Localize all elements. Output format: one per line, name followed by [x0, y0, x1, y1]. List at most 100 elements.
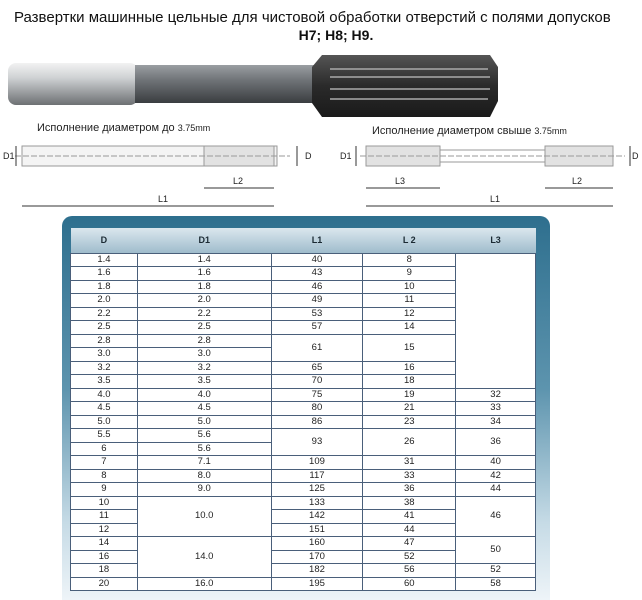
table-row: 2.5 2.5 57 14 — [70, 320, 536, 335]
table-cell: 1.4 — [70, 252, 138, 267]
table-row: 2.0 2.0 49 11 — [70, 293, 536, 308]
table-row: 7 7.1 109 31 40 — [70, 455, 536, 470]
table-cell: 9 — [362, 266, 457, 281]
table-cell: 1.8 — [70, 279, 138, 294]
table-row: 18 182 56 52 — [70, 563, 536, 578]
table-cell: 75 — [270, 387, 364, 402]
table-cell: 4.5 — [70, 401, 138, 416]
table-cell: 2.8 — [70, 333, 138, 348]
caption-large-diameter: Исполнение диаметром свыше 3.75mm — [372, 125, 567, 137]
table-cell: 19 — [362, 387, 457, 402]
reamer-image — [8, 55, 498, 117]
table-cell: 4.5 — [136, 401, 272, 416]
table-cell: 1.4 — [136, 252, 272, 267]
label-d-right: D — [632, 151, 639, 161]
table-cell: 18 — [70, 563, 138, 578]
table-cell: 31 — [362, 455, 457, 470]
label-l1-right: L1 — [490, 194, 500, 204]
table-cell: 8.0 — [136, 468, 272, 483]
table-cell: 3.5 — [136, 374, 272, 389]
table-row: 6 5.6 — [70, 441, 536, 456]
table-row: 8 8.0 117 33 42 — [70, 468, 536, 483]
table-cell: 80 — [270, 401, 364, 416]
table-cell: 9.0 — [136, 482, 272, 497]
column-header: L1 — [271, 228, 363, 253]
table-cell: 12 — [70, 522, 138, 537]
table-cell: 40 — [455, 455, 536, 470]
table-cell: 14 — [70, 536, 138, 551]
table-cell: 61 — [270, 333, 364, 362]
label-l2-right: L2 — [572, 176, 582, 186]
table-cell: 33 — [455, 401, 536, 416]
table-cell: 58 — [455, 576, 536, 591]
table-cell: 3.2 — [136, 360, 272, 375]
table-cell: 1.6 — [136, 266, 272, 281]
table-cell: 36 — [362, 482, 457, 497]
table-cell: 3.0 — [136, 347, 272, 362]
table-cell: 133 — [270, 495, 364, 510]
label-d1-right: D1 — [340, 151, 352, 161]
table-cell: 53 — [270, 306, 364, 321]
label-l2-left: L2 — [233, 176, 243, 186]
table-cell: 125 — [270, 482, 364, 497]
table-cell: 47 — [362, 536, 457, 551]
dimensions-table: D D1 L1 L 2 L3 1.4 1.4 40 8 1.6 1.6 43 9 1.8 1.8 46 10 2… — [70, 228, 536, 591]
label-d1-left: D1 — [3, 151, 15, 161]
label-d-left: D — [305, 151, 312, 161]
table-cell: 46 — [455, 495, 536, 537]
table-cell — [455, 252, 536, 389]
table-cell: 65 — [270, 360, 364, 375]
table-row: 2.2 2.2 53 12 — [70, 306, 536, 321]
table-row: 3.0 3.0 — [70, 347, 536, 362]
table-cell: 57 — [270, 320, 364, 335]
table-row: 5.0 5.0 86 23 34 — [70, 414, 536, 429]
table-cell: 5.0 — [136, 414, 272, 429]
table-cell: 14 — [362, 320, 457, 335]
table-cell: 5.0 — [70, 414, 138, 429]
table-cell: 11 — [362, 293, 457, 308]
table-cell: 2.8 — [136, 333, 272, 348]
table-cell: 38 — [362, 495, 457, 510]
table-cell: 160 — [270, 536, 364, 551]
table-cell: 3.2 — [70, 360, 138, 375]
table-cell: 2.2 — [136, 306, 272, 321]
table-cell: 195 — [270, 576, 364, 591]
table-cell: 1.8 — [136, 279, 272, 294]
table-cell: 15 — [362, 333, 457, 362]
table-cell: 60 — [362, 576, 457, 591]
label-l1-left: L1 — [158, 194, 168, 204]
table-cell: 44 — [455, 482, 536, 497]
table-cell: 2.0 — [136, 293, 272, 308]
table-cell: 9 — [70, 482, 138, 497]
table-cell: 170 — [270, 549, 364, 564]
column-header: D — [70, 228, 138, 253]
table-cell: 7.1 — [136, 455, 272, 470]
table-cell: 52 — [455, 563, 536, 578]
table-cell: 8 — [362, 252, 457, 267]
page-title: Развертки машинные цельные для чистовой … — [14, 9, 611, 26]
table-cell: 151 — [270, 522, 364, 537]
table-cell: 20 — [70, 576, 138, 591]
table-cell: 2.2 — [70, 306, 138, 321]
table-cell: 11 — [70, 509, 138, 524]
table-cell: 7 — [70, 455, 138, 470]
table-cell: 43 — [270, 266, 364, 281]
table-row: 10 10.0 133 38 46 — [70, 495, 536, 537]
table-cell: 56 — [362, 563, 457, 578]
table-cell: 33 — [362, 468, 457, 483]
table-row: 5.5 5.6 93 26 36 — [70, 428, 536, 456]
table-cell: 6 — [70, 441, 138, 456]
table-cell: 10 — [70, 495, 138, 510]
table-cell: 34 — [455, 414, 536, 429]
dimension-diagrams: D1 D L2 L1 D1 D L3 L2 L1 — [3, 145, 639, 207]
table-cell: 16 — [362, 360, 457, 375]
table-cell: 42 — [455, 468, 536, 483]
table-row: 2.8 2.8 61 15 — [70, 333, 536, 362]
table-cell: 10.0 — [136, 495, 272, 537]
table-cell: 50 — [455, 536, 536, 564]
table-cell: 2.0 — [70, 293, 138, 308]
table-row: 3.5 3.5 70 18 — [70, 374, 536, 389]
table-cell: 8 — [70, 468, 138, 483]
table-cell: 142 — [270, 509, 364, 524]
table-cell: 2.5 — [70, 320, 138, 335]
